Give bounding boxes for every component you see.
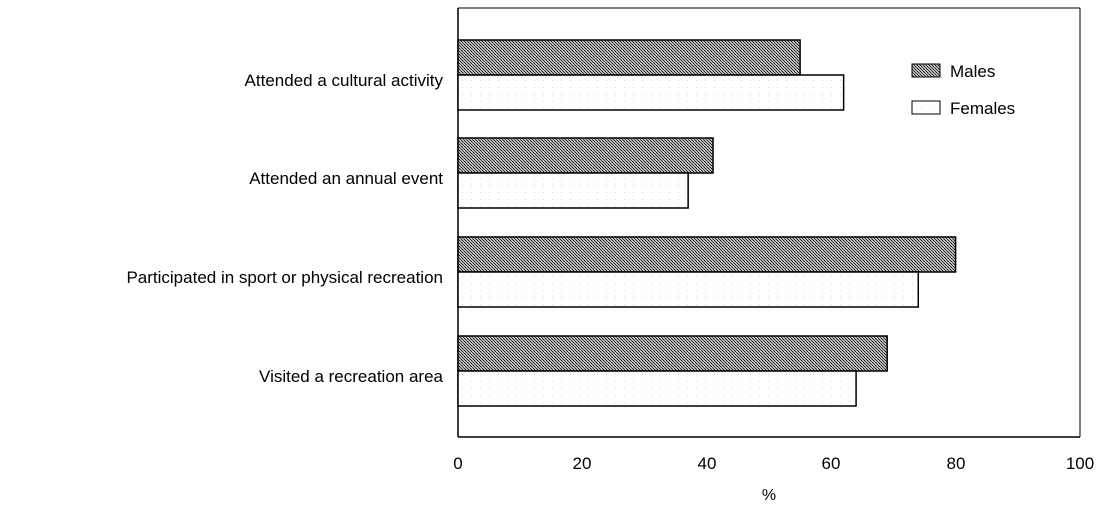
- x-tick-label: 0: [453, 454, 462, 473]
- x-tick-label: 40: [698, 454, 717, 473]
- bars-layer: [457, 39, 957, 407]
- legend-swatch-males: [911, 63, 941, 78]
- bar-females-1: [457, 172, 689, 209]
- legend-swatch-females: [911, 100, 941, 115]
- x-tick-label: 60: [822, 454, 841, 473]
- category-label: Visited a recreation area: [259, 367, 444, 386]
- bar-females-3: [457, 370, 857, 407]
- x-tick-label: 20: [573, 454, 592, 473]
- bar-males-1: [457, 137, 714, 174]
- x-tick-label: 80: [947, 454, 966, 473]
- category-label: Attended an annual event: [249, 169, 443, 188]
- x-axis-title: %: [762, 487, 776, 504]
- bar-males-0: [457, 39, 801, 76]
- legend-label-males: Males: [950, 62, 995, 81]
- category-label: Attended a cultural activity: [245, 71, 444, 90]
- legend-label-females: Females: [950, 99, 1015, 118]
- bar-females-2: [457, 271, 920, 308]
- bar-males-2: [457, 236, 957, 273]
- legend: Males Females: [911, 62, 1015, 118]
- bar-males-3: [457, 335, 888, 372]
- category-label: Participated in sport or physical recrea…: [126, 268, 443, 287]
- bar-females-0: [457, 74, 845, 111]
- x-tick-label: 100: [1066, 454, 1094, 473]
